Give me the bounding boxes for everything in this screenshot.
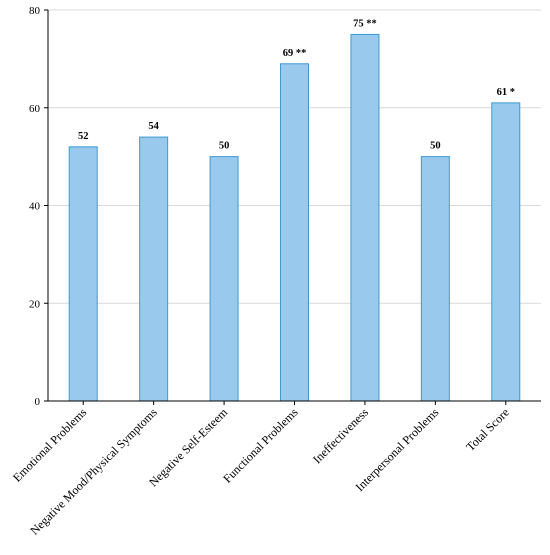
bar bbox=[491, 102, 521, 402]
y-tick-label: 60 bbox=[29, 103, 41, 115]
bar bbox=[350, 33, 380, 402]
category-label: Functional Problems bbox=[220, 405, 301, 486]
data-label: 52 bbox=[78, 131, 89, 142]
y-tick-label: 40 bbox=[29, 201, 41, 213]
data-labels: 52 54 50 69 ** 75 ** 50 61 * bbox=[78, 18, 515, 151]
category-label: Negative Mood/Physical Symptoms bbox=[27, 405, 160, 538]
bars bbox=[68, 33, 521, 402]
bar bbox=[280, 63, 309, 402]
data-label: 50 bbox=[219, 141, 230, 152]
category-label: Total Score bbox=[463, 405, 512, 454]
data-label: 69 ** bbox=[283, 48, 307, 59]
y-tick-label: 0 bbox=[35, 396, 41, 408]
data-label: 61 * bbox=[497, 87, 515, 98]
y-axis-ticks: 0 20 40 60 80 bbox=[29, 5, 48, 408]
data-label: 54 bbox=[148, 121, 159, 132]
category-label: Emotional Problems bbox=[10, 405, 90, 485]
bar bbox=[68, 146, 98, 402]
bar bbox=[209, 156, 239, 402]
category-label: Negative Self-Esteem bbox=[146, 405, 231, 490]
category-label: Ineffectiveness bbox=[310, 405, 371, 466]
y-tick-label: 80 bbox=[29, 5, 41, 17]
data-label: 50 bbox=[430, 141, 441, 152]
bar bbox=[139, 136, 169, 402]
data-label: 75 ** bbox=[353, 18, 377, 29]
bar bbox=[420, 156, 450, 402]
y-tick-label: 20 bbox=[29, 298, 41, 310]
